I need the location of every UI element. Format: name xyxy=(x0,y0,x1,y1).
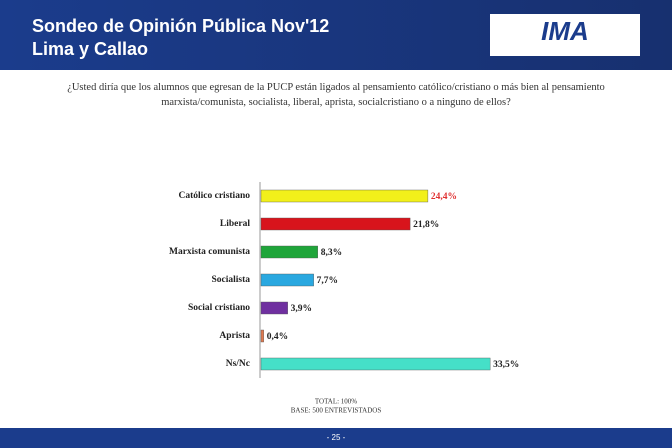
title: Sondeo de Opinión Pública Nov'12 xyxy=(32,16,329,36)
footer-band xyxy=(0,428,672,448)
bar xyxy=(260,273,314,287)
bar xyxy=(260,189,429,203)
bar xyxy=(260,217,411,231)
bar xyxy=(260,301,288,315)
bar xyxy=(260,245,318,259)
category-label: Católico cristiano xyxy=(178,191,250,201)
value-label: 33,5% xyxy=(493,360,519,370)
category-label: Aprista xyxy=(219,331,250,341)
category-label: Socialista xyxy=(211,275,250,285)
question: ¿Usted diría que los alumnos que egresan… xyxy=(67,82,605,108)
value-label: 3,9% xyxy=(291,304,312,314)
bar xyxy=(260,357,491,371)
category-label: Marxista comunista xyxy=(169,247,250,257)
value-label: 7,7% xyxy=(317,276,338,286)
note: TOTAL: 100% xyxy=(315,398,357,406)
value-label: 8,3% xyxy=(321,248,342,258)
value-label: 24,4% xyxy=(431,192,457,202)
page-number: - 25 - xyxy=(327,433,346,442)
value-label: 21,8% xyxy=(413,220,439,230)
logo: IMA xyxy=(541,16,589,46)
value-label: 0,4% xyxy=(267,332,288,342)
bar xyxy=(260,329,264,343)
logo-box xyxy=(490,14,640,56)
category-label: Ns/Nc xyxy=(226,359,250,369)
subtitle: Lima y Callao xyxy=(32,39,148,59)
category-label: Social cristiano xyxy=(188,303,250,313)
note: BASE: 500 ENTREVISTADOS xyxy=(291,407,382,415)
category-label: Liberal xyxy=(220,219,250,229)
